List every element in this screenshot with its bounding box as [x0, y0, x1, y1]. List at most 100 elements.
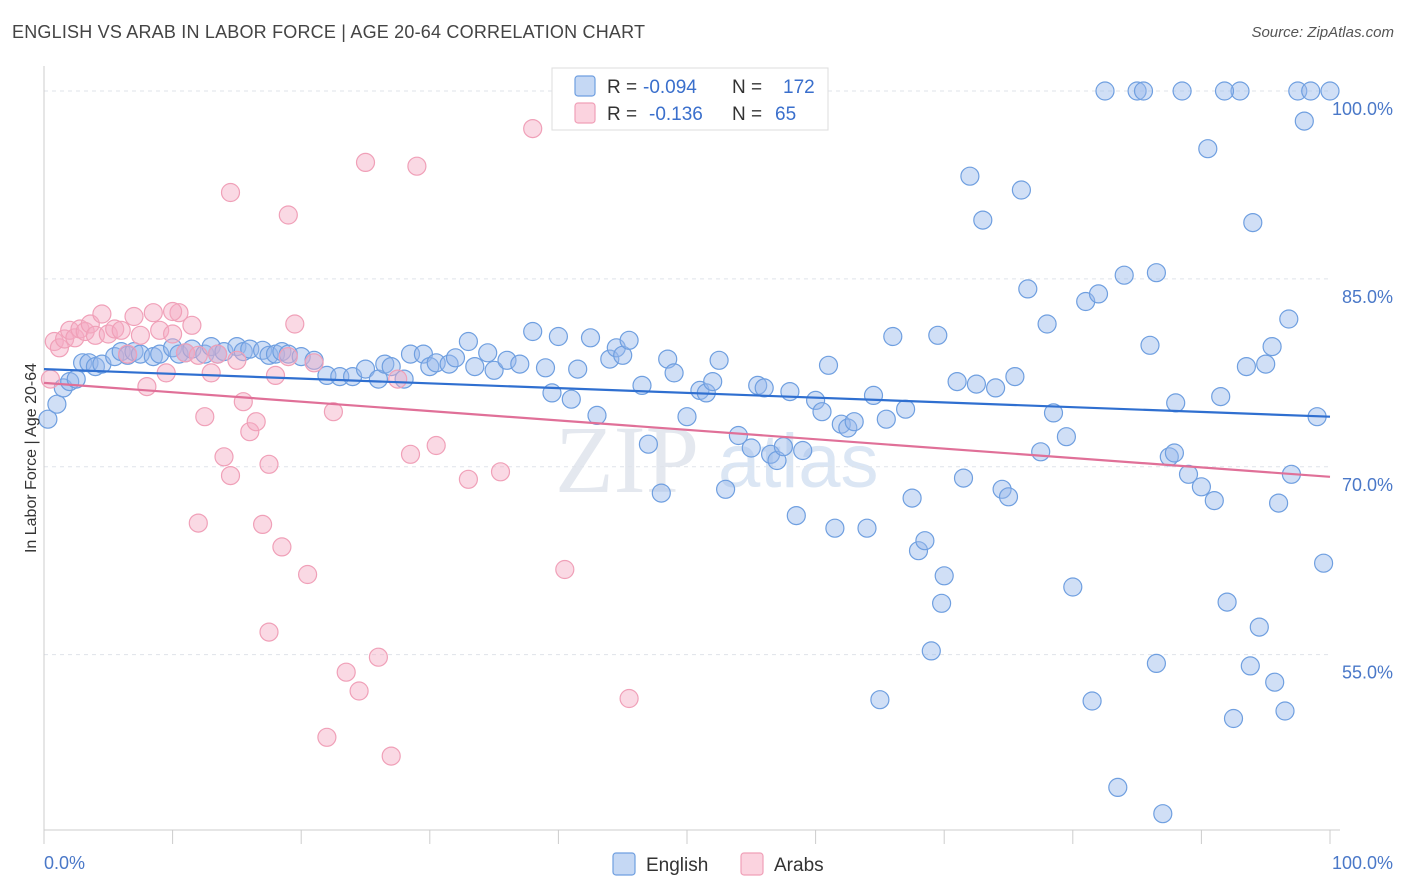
arab-point-13: [117, 344, 138, 364]
english-point-106: [953, 468, 974, 488]
arab-point-32: [240, 422, 260, 442]
english-point-75: [709, 350, 729, 370]
english-point-155: [1279, 309, 1299, 329]
arab-point-30: [227, 350, 247, 370]
english-point-5: [72, 353, 93, 373]
english-point-95: [863, 385, 884, 405]
arab-point-37: [272, 537, 292, 557]
y-tick-labels: 100.0% 85.0% 70.0% 55.0%: [1332, 99, 1393, 683]
english-point-110: [985, 378, 1006, 398]
english-point-98: [895, 399, 916, 419]
english-point-60: [580, 328, 601, 348]
english-point-52: [497, 350, 517, 370]
y-axis-label: In Labor Force | Age 20-64: [23, 363, 40, 553]
english-point-111: [992, 479, 1012, 499]
english-point-78: [741, 438, 761, 458]
english-point-115: [1018, 279, 1038, 299]
english-swatch: [574, 75, 596, 97]
arab-point-62: [259, 622, 279, 642]
english-point-54: [523, 321, 543, 342]
english-point-134: [1172, 81, 1192, 101]
arab-point-15: [130, 325, 150, 345]
english-point-118: [1043, 403, 1064, 423]
y-tick-label-2: 70.0%: [1342, 475, 1393, 495]
english-point-94: [857, 518, 877, 538]
english-point-125: [1108, 777, 1128, 798]
arabs-r-label: R =: [607, 104, 637, 125]
arabs-trend-line: [43, 381, 1331, 478]
english-point-48: [458, 331, 478, 352]
arab-point-44: [336, 662, 356, 682]
english-point-86: [793, 440, 813, 461]
arab-point-31: [233, 392, 253, 412]
english-point-50: [478, 343, 498, 363]
english-point-102: [921, 641, 941, 661]
english-point-163: [1164, 443, 1185, 463]
english-point-141: [1236, 357, 1257, 377]
english-point-158: [1146, 653, 1167, 674]
chart-title: ENGLISH VS ARAB IN LABOR FORCE | AGE 20-…: [12, 22, 646, 42]
source-label: Source: ZipAtlas.com: [1251, 24, 1394, 41]
english-point-88: [812, 402, 832, 422]
y-tick-label-3: 55.0%: [1342, 663, 1393, 683]
english-point-80: [754, 378, 774, 398]
english-point-47: [445, 348, 466, 368]
english-point-85: [786, 505, 806, 526]
english-point-71: [677, 407, 697, 427]
arab-point-27: [208, 344, 228, 364]
axes: [43, 66, 1340, 844]
english-point-123: [1088, 284, 1109, 304]
english-point-162: [1214, 81, 1235, 101]
english-point-83: [773, 437, 794, 457]
english-point-137: [1204, 491, 1224, 511]
english-point-129: [1140, 335, 1160, 355]
english-point-90: [825, 518, 845, 538]
arab-point-36: [265, 365, 286, 385]
english-point-156: [870, 690, 890, 710]
arab-point-38: [278, 347, 298, 367]
arabs-points: [40, 81, 697, 766]
english-point-108: [966, 374, 987, 394]
stats-legend: R = -0.094 N = 172 R = -0.136 N = 65: [551, 67, 829, 131]
y-tick-label-1: 85.0%: [1342, 287, 1393, 307]
english-point-37: [355, 359, 376, 379]
legend-english-label: English: [646, 855, 708, 876]
arab-point-14: [124, 306, 144, 327]
arab-point-28: [214, 447, 234, 467]
english-point-40: [381, 357, 401, 377]
arab-point-4: [65, 328, 85, 348]
english-point-96: [876, 409, 896, 429]
english-point-131: [1153, 804, 1173, 824]
arab-point-63: [163, 301, 183, 322]
english-point-53: [510, 354, 530, 374]
english-point-66: [632, 375, 652, 395]
arab-point-25: [195, 407, 215, 427]
english-point-99: [902, 488, 922, 508]
english-point-89: [818, 355, 839, 375]
english-point-49: [465, 357, 485, 377]
arab-point-24: [188, 345, 208, 365]
english-point-135: [1191, 477, 1212, 497]
english-point-151: [1301, 81, 1321, 101]
arab-point-56: [555, 559, 575, 580]
english-point-153: [1313, 553, 1334, 573]
english-point-97: [883, 326, 903, 347]
arab-point-17: [143, 303, 163, 323]
english-point-101: [915, 531, 935, 551]
english-point-130: [1146, 263, 1167, 283]
english-point-70: [664, 363, 684, 383]
arab-point-41: [304, 353, 324, 373]
x-tick-label-0: 0.0%: [44, 853, 85, 873]
english-point-117: [1037, 314, 1057, 334]
english-point-136: [1198, 139, 1218, 159]
arab-point-50: [400, 444, 421, 464]
arab-point-11: [105, 319, 125, 339]
english-point-57: [548, 326, 569, 347]
arab-point-12: [111, 320, 131, 340]
x-tick-labels: 0.0% 100.0%: [44, 853, 1393, 873]
arab-point-52: [426, 435, 446, 456]
english-point-0: [38, 409, 58, 429]
arab-point-43: [323, 402, 343, 422]
arab-point-9: [92, 304, 112, 324]
english-point-100: [908, 541, 929, 561]
